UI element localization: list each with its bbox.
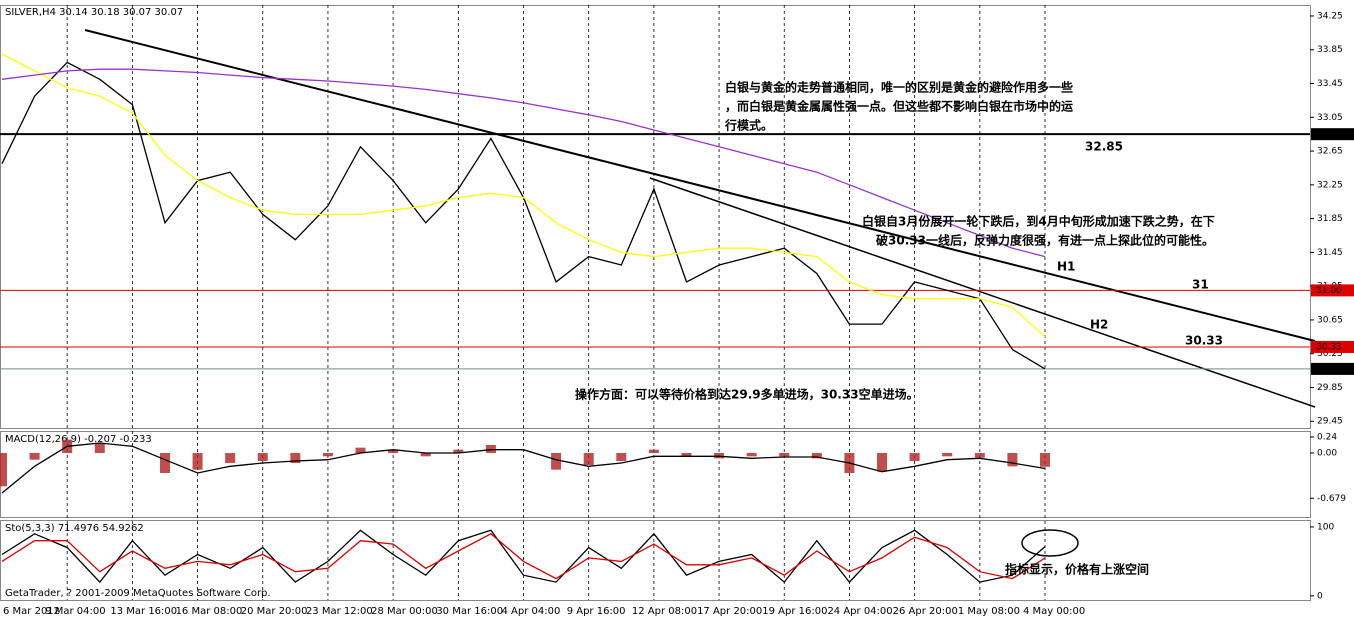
x-tick-label: 13 Mar 16:00 xyxy=(110,606,177,617)
macd-bar xyxy=(159,453,170,473)
level-note: 30.33 xyxy=(1185,334,1223,348)
y-tick-label: 32.65 xyxy=(1317,147,1343,157)
price-title: SILVER,H4 30.14 30.18 30.07 30.07 xyxy=(5,7,183,18)
stoch-panel xyxy=(0,520,1311,601)
comment: ，而白银是黄金属属性强一点。但这些都不影响白银在市场中的运 xyxy=(725,99,1073,114)
comment: 指标显示，价格有上涨空间 xyxy=(1005,562,1149,577)
x-tick-label: 30 Mar 16:00 xyxy=(436,606,503,617)
y-tick-label: 0.24 xyxy=(1317,433,1337,443)
level-tag xyxy=(1311,340,1354,353)
macd-bar xyxy=(616,453,627,461)
macd-bar xyxy=(974,453,985,458)
macd-bar xyxy=(388,450,399,453)
macd-bar xyxy=(453,449,464,453)
macd-bar xyxy=(225,453,236,463)
stoch-title: Sto(5,3,3) 71.4976 54.9262 xyxy=(5,523,144,534)
macd-bar xyxy=(583,453,594,465)
x-tick-label: 16 Mar 08:00 xyxy=(176,606,243,617)
trendline-h1 xyxy=(84,29,1316,342)
macd-bar xyxy=(290,453,301,463)
macd-title: MACD(12,26,9) -0.207 -0.233 xyxy=(5,434,152,445)
comment: 破30.33一线后，反弹力度很强，有进一点上探此位的可能性。 xyxy=(876,233,1214,248)
macd-bar xyxy=(942,453,953,457)
macd-bar xyxy=(192,453,203,470)
macd-bar xyxy=(909,453,920,461)
macd-bar xyxy=(1040,453,1050,467)
y-tick-label: 0 xyxy=(1317,591,1323,601)
level-label: 32.85 xyxy=(1316,130,1342,140)
x-tick-label: 20 Mar 20:00 xyxy=(241,606,308,617)
level-label: 30.33 xyxy=(1316,342,1342,352)
y-tick-label: 0.00 xyxy=(1317,449,1337,459)
y-tick-label: 100 xyxy=(1317,522,1334,532)
x-tick-label: 9 Apr 16:00 xyxy=(567,606,626,617)
level-note: H2 xyxy=(1090,318,1108,332)
macd-bar xyxy=(746,453,757,457)
macd-bar xyxy=(355,447,366,453)
x-tick-label: 17 Apr 20:00 xyxy=(697,606,762,617)
comment: 操作方面：可以等待价格到达29.9多单进场，30.33空单进场。 xyxy=(575,387,919,402)
comment: 行模式。 xyxy=(724,118,773,133)
y-tick-label: 33.85 xyxy=(1317,45,1343,55)
x-tick-label: 23 Mar 12:00 xyxy=(306,606,373,617)
x-tick-label: 19 Apr 16:00 xyxy=(762,606,827,617)
y-tick-label: 32.25 xyxy=(1317,180,1343,190)
x-tick-label: 26 Apr 20:00 xyxy=(893,606,958,617)
stoch-line xyxy=(1,533,1046,580)
signal-line xyxy=(1,442,1046,494)
macd-bar xyxy=(877,453,888,472)
y-tick-label: -0.679 xyxy=(1317,494,1346,504)
macd-bar xyxy=(29,453,40,460)
y-tick-label: 31.45 xyxy=(1317,248,1343,258)
macd-bar xyxy=(551,453,562,470)
price-line xyxy=(1,68,1046,258)
highlight-ellipse xyxy=(1021,529,1079,557)
price-line xyxy=(1,53,1046,338)
level-label: 30.07 xyxy=(1316,364,1342,374)
level-note: 32.85 xyxy=(1085,140,1123,154)
price-panel xyxy=(0,5,1311,429)
y-tick-label: 30.25 xyxy=(1317,349,1343,359)
y-tick-label: 31.85 xyxy=(1317,214,1343,224)
macd-panel xyxy=(0,431,1311,518)
macd-bar xyxy=(1007,453,1018,467)
macd-bar xyxy=(0,453,7,487)
level-tag xyxy=(1311,284,1354,297)
x-tick-label: 4 Apr 04:00 xyxy=(502,606,561,617)
comment: 白银自3月份展开一轮下跌后，到4月中旬形成加速下跌之势，在下 xyxy=(862,214,1215,229)
x-tick-label: 4 May 00:00 xyxy=(1023,606,1085,617)
y-tick-label: 33.05 xyxy=(1317,113,1343,123)
y-tick-label: 29.45 xyxy=(1317,417,1343,427)
y-tick-label: 34.25 xyxy=(1317,11,1343,21)
comment: 白银与黄金的走势普通相同，唯一的区别是黄金的避险作用多一些 xyxy=(725,80,1073,95)
macd-bar xyxy=(779,453,790,457)
stoch-line xyxy=(1,529,1046,584)
macd-bar xyxy=(257,453,268,461)
level-label: 31.00 xyxy=(1316,286,1342,296)
x-tick-label: 1 May 08:00 xyxy=(958,606,1020,617)
macd-bar xyxy=(485,445,496,453)
macd-bar xyxy=(94,443,105,453)
y-tick-label: 29.85 xyxy=(1317,383,1343,393)
macd-bar xyxy=(420,453,431,457)
level-tag xyxy=(1311,128,1354,141)
macd-bar xyxy=(811,453,822,459)
x-tick-label: 28 Mar 00:00 xyxy=(371,606,438,617)
x-tick-label: 24 Apr 04:00 xyxy=(827,606,892,617)
y-tick-label: 30.65 xyxy=(1317,315,1343,325)
level-tag xyxy=(1311,362,1354,375)
level-note: 31 xyxy=(1192,278,1209,292)
x-tick-label: 6 Mar 2012 xyxy=(3,606,60,617)
macd-bar xyxy=(648,449,659,453)
level-note: H1 xyxy=(1057,260,1075,274)
x-tick-label: 9 Mar 04:00 xyxy=(45,606,105,617)
y-tick-label: 33.45 xyxy=(1317,79,1343,89)
macd-bar xyxy=(681,453,692,457)
macd-bar xyxy=(322,453,333,457)
footer: GetaTrader, ? 2001-2009 MetaQuotes Softw… xyxy=(5,588,271,599)
x-tick-label: 12 Apr 08:00 xyxy=(632,606,697,617)
